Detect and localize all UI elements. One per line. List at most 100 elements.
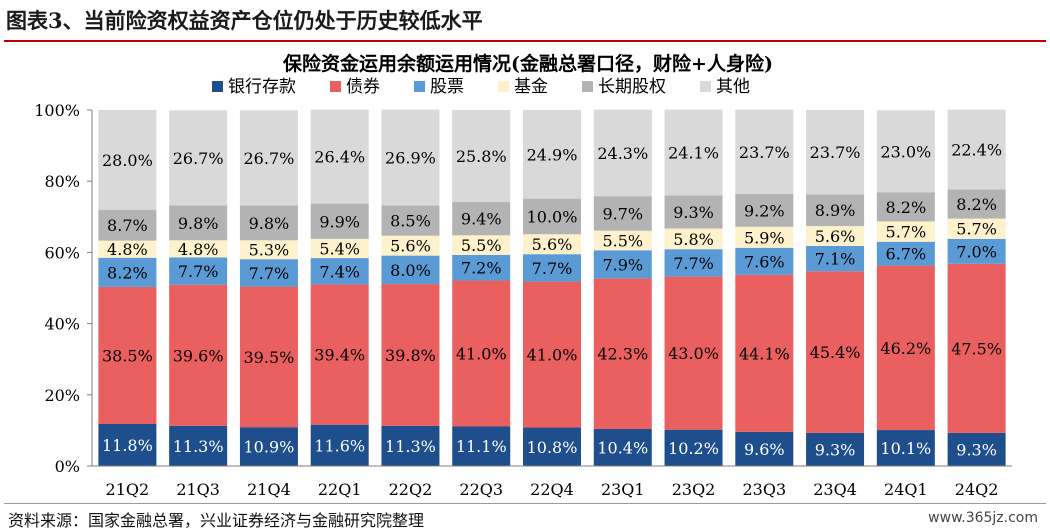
data-label: 26.9% [385, 149, 436, 168]
data-label: 5.4% [319, 239, 360, 258]
data-label: 43.0% [668, 344, 719, 363]
data-label: 8.2% [886, 198, 927, 217]
data-label: 10.1% [880, 439, 931, 458]
x-tick-label: 23Q3 [742, 480, 786, 499]
bar-segment [735, 194, 794, 227]
bar-segment [523, 254, 581, 282]
x-tick-label: 24Q2 [955, 480, 999, 499]
data-label: 11.1% [456, 437, 507, 456]
x-tick-label: 23Q2 [672, 480, 716, 499]
legend-item: 债券 [330, 77, 380, 97]
data-label: 7.7% [178, 262, 219, 281]
data-label: 9.7% [602, 204, 643, 223]
bar-segment [452, 280, 511, 427]
bar-segment [735, 109, 794, 195]
bar-segment [381, 205, 440, 236]
bar-segment [239, 427, 298, 466]
data-label: 7.6% [744, 252, 785, 271]
bar-segment [98, 209, 157, 241]
data-label: 9.8% [249, 214, 290, 233]
data-label: 38.5% [102, 346, 153, 365]
source-note: 资料来源：国家金融总署，兴业证券经济与金融研究院整理 [8, 511, 425, 530]
bar-segment [947, 109, 1006, 190]
legend-label: 银行存款 [228, 77, 296, 97]
figure-title: 图表3、当前险资权益资产仓位仍处于历史较低水平 [6, 8, 483, 33]
legend-swatch [582, 81, 593, 92]
data-label: 7.7% [673, 254, 714, 273]
bar-stack-21Q2: 11.8% 38.5% 8.2% 4.8% 8.7% 28.0% [98, 110, 157, 466]
data-label: 39.4% [314, 346, 365, 365]
bar-segment [523, 198, 581, 235]
bar-segment [452, 201, 511, 236]
data-label: 5.6% [390, 237, 431, 256]
bar-segment [310, 238, 369, 259]
data-label: 6.7% [886, 245, 927, 264]
legend-swatch [700, 81, 711, 92]
x-axis: 21Q2 21Q3 21Q4 22Q1 22Q2 22Q3 22Q4 23Q1 23Q2 23Q3… [92, 465, 1012, 499]
data-label: 45.4% [810, 343, 861, 362]
data-label: 5.5% [461, 236, 502, 255]
data-label: 7.7% [532, 259, 573, 278]
data-label: 5.6% [532, 235, 573, 254]
bar-segment [169, 257, 228, 285]
data-label: 44.1% [739, 344, 790, 363]
x-tick-label: 22Q3 [459, 480, 503, 499]
chart-title: 保险资金运用余额运用情况(金融总署口径，财险+人身险) [282, 52, 773, 75]
x-tick-label: 22Q2 [389, 480, 433, 499]
x-tick-label: 23Q4 [813, 480, 857, 499]
data-label: 11.6% [314, 436, 365, 455]
x-tick-label: 21Q3 [176, 480, 220, 499]
bar-segment [664, 276, 723, 430]
data-label: 24.1% [668, 144, 719, 163]
data-label: 8.2% [107, 263, 148, 282]
data-label: 5.6% [815, 227, 856, 246]
data-label: 5.9% [744, 228, 785, 247]
bar-segment [593, 278, 652, 429]
data-label: 28.0% [102, 151, 153, 170]
data-label: 4.8% [107, 240, 148, 259]
bar-stack-23Q4: 9.3% 45.4% 7.1% 5.6% 8.9% 23.7% [806, 110, 865, 466]
bar-segment [947, 218, 1006, 239]
data-label: 39.8% [385, 346, 436, 365]
bar-segment [239, 110, 298, 206]
data-label: 9.3% [815, 440, 856, 459]
y-axis: 0% 20% 40% 60% 80% 100% [34, 101, 93, 476]
bar-segment [947, 238, 1006, 264]
data-label: 7.0% [956, 242, 997, 261]
legend-label: 股票 [430, 77, 464, 97]
footer-divider [4, 503, 1046, 504]
data-label: 39.5% [244, 348, 295, 367]
bar-segment [381, 109, 440, 206]
bar-segment [806, 432, 865, 466]
x-tick-label: 22Q1 [318, 480, 362, 499]
data-label: 10.0% [527, 207, 578, 226]
bar-segment [310, 284, 369, 425]
x-tick-label: 22Q4 [530, 480, 574, 499]
bar-stack-23Q3: 9.6% 44.1% 7.6% 5.9% 9.2% 23.7% [735, 109, 794, 466]
bar-stack-23Q1: 10.4% 42.3% 7.9% 5.5% 9.7% 24.3% [593, 109, 652, 466]
data-label: 7.4% [319, 262, 360, 281]
title-divider [4, 40, 1046, 42]
bar-segment [593, 196, 652, 231]
legend-item: 股票 [414, 77, 464, 97]
data-label: 23.7% [810, 143, 861, 162]
bar-segment [239, 205, 298, 241]
legend-item: 长期股权 [582, 77, 666, 97]
data-label: 25.8% [456, 147, 507, 166]
data-label: 9.3% [956, 440, 997, 459]
legend: 银行存款 债券 股票 基金 长期股权 其他 [212, 77, 750, 97]
bar-segment [239, 259, 298, 287]
data-label: 24.9% [527, 145, 578, 164]
bar-segment [876, 110, 935, 193]
data-label: 22.4% [951, 141, 1002, 160]
x-tick-label: 21Q4 [247, 480, 291, 499]
data-label: 8.7% [107, 216, 148, 235]
watermark: www.365jz.com [928, 510, 1038, 526]
data-label: 7.9% [602, 255, 643, 274]
bar-stack-22Q1: 11.6% 39.4% 7.4% 5.4% 9.9% 26.4% [310, 109, 369, 466]
data-label: 9.9% [319, 212, 360, 231]
data-label: 9.6% [744, 440, 785, 459]
data-label: 47.5% [951, 339, 1002, 358]
data-label: 42.3% [597, 345, 648, 364]
bar-stack-23Q2: 10.2% 43.0% 7.7% 5.8% 9.3% 24.1% [664, 109, 723, 466]
